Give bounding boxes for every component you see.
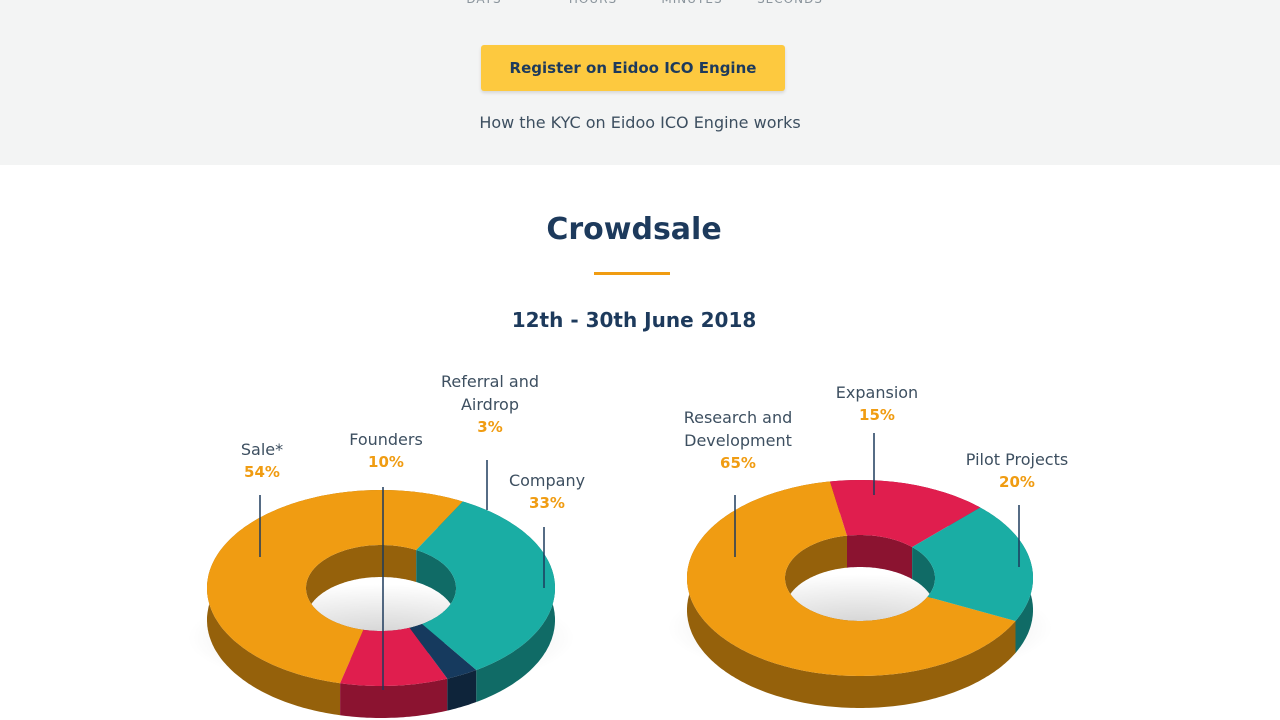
slice-label: Expansion 15%: [802, 381, 952, 427]
slice-name: Expansion: [835, 383, 919, 402]
slice-label: Company 33%: [472, 469, 622, 515]
slice-percent: 54%: [244, 463, 280, 481]
countdown-label: MINUTES: [642, 0, 742, 6]
slice-label: Referral and Airdrop 3%: [430, 370, 550, 439]
slice-percent: 15%: [859, 406, 895, 424]
slice-percent: 33%: [529, 494, 565, 512]
slice-percent: 20%: [999, 473, 1035, 491]
slice-name: Research and Development: [683, 408, 793, 450]
section-title: Crowdsale: [546, 212, 722, 247]
countdown-label: HOURS: [543, 0, 643, 6]
slice-label: Sale* 54%: [187, 438, 337, 484]
slice-inner-wall: [847, 535, 913, 580]
slice-name: Referral and Airdrop: [440, 372, 540, 414]
register-button[interactable]: Register on Eidoo ICO Engine: [481, 45, 785, 91]
countdown-label: SECONDS: [740, 0, 840, 6]
slice: [416, 501, 555, 670]
slice: [409, 624, 477, 679]
slice: [340, 627, 448, 686]
slice-name: Sale*: [240, 440, 284, 459]
slice-name: Pilot Projects: [965, 450, 1069, 469]
slice-outer-wall: [447, 670, 477, 711]
slice: [830, 480, 981, 548]
slice-outer-wall: [340, 678, 448, 718]
slice-name: Company: [508, 471, 586, 490]
slice: [687, 481, 1016, 676]
slice: [912, 507, 1033, 621]
slice-label: Founders 10%: [311, 428, 461, 474]
section-dates: 12th - 30th June 2018: [511, 308, 757, 332]
slice-label: Pilot Projects 20%: [942, 448, 1092, 494]
slice: [207, 490, 463, 684]
slice-percent: 3%: [477, 418, 503, 436]
slice-percent: 65%: [720, 454, 756, 472]
slice-percent: 10%: [368, 453, 404, 471]
kyc-link[interactable]: How the KYC on Eidoo ICO Engine works: [479, 113, 801, 132]
slice-name: Founders: [349, 430, 423, 449]
hero-band: Register on Eidoo ICO Engine How the KYC…: [0, 0, 1280, 165]
countdown-label: DAYS: [434, 0, 534, 6]
slice-label: Research and Development 65%: [678, 406, 798, 475]
title-underline: [594, 272, 670, 275]
